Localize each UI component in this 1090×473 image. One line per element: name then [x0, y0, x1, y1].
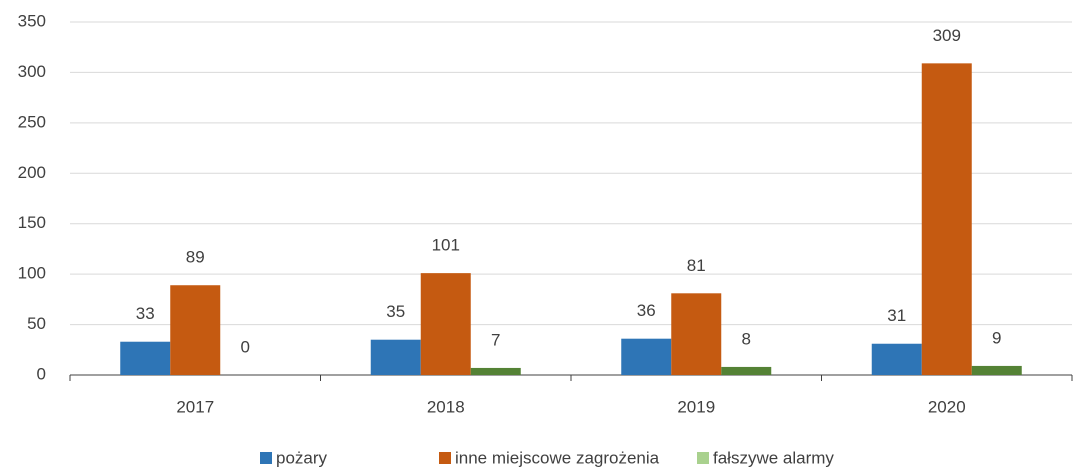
data-label: 33: [136, 304, 155, 323]
bar: [921, 63, 972, 375]
y-tick-label: 150: [18, 213, 46, 232]
y-tick-label: 100: [18, 264, 46, 283]
data-label: 101: [432, 236, 460, 255]
data-label: 7: [491, 330, 500, 349]
bar: [420, 273, 471, 375]
data-label: 35: [386, 302, 405, 321]
legend-label: inne miejscowe zagrożenia: [455, 448, 660, 467]
bar: [170, 285, 221, 375]
bar: [120, 341, 171, 375]
data-label: 309: [933, 26, 961, 45]
legend-label: fałszywe alarmy: [713, 448, 834, 467]
y-tick-label: 200: [18, 163, 46, 182]
bar: [370, 339, 421, 375]
x-tick-label: 2018: [427, 397, 465, 416]
x-tick-label: 2017: [176, 397, 214, 416]
y-tick-label: 50: [27, 314, 46, 333]
data-label: 81: [687, 256, 706, 275]
bar: [671, 293, 722, 375]
data-label: 36: [637, 301, 656, 320]
data-label: 9: [992, 328, 1001, 347]
data-label: 0: [241, 337, 250, 356]
bar: [871, 343, 922, 375]
bar: [721, 366, 772, 375]
x-tick-label: 2019: [677, 397, 715, 416]
x-tick-label: 2020: [928, 397, 966, 416]
y-tick-label: 300: [18, 62, 46, 81]
y-tick-label: 0: [37, 364, 46, 383]
legend-swatch: [260, 452, 272, 464]
y-tick-label: 250: [18, 112, 46, 131]
bar: [971, 365, 1022, 375]
data-label: 31: [887, 306, 906, 325]
bar: [621, 338, 672, 375]
y-tick-label: 350: [18, 11, 46, 30]
bar: [470, 367, 521, 375]
legend-swatch: [439, 452, 451, 464]
legend-swatch: [697, 452, 709, 464]
legend-label: pożary: [276, 448, 328, 467]
data-label: 8: [742, 329, 751, 348]
data-label: 89: [186, 248, 205, 267]
